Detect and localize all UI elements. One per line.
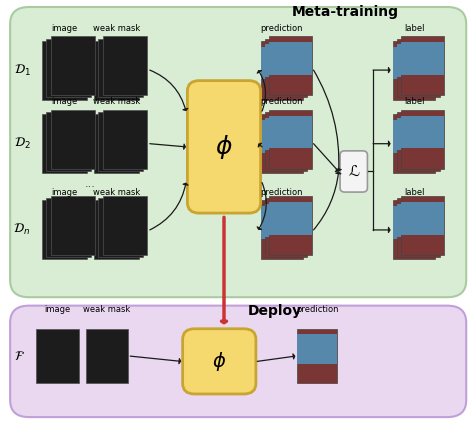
Text: $\mathcal{D}_{1}$: $\mathcal{D}_{1}$ [14,62,30,78]
Text: weak mask: weak mask [93,24,140,32]
Text: label: label [404,24,425,32]
Bar [261,114,303,173]
Text: weak mask: weak mask [83,306,131,314]
Bar [393,41,436,100]
Bar [401,36,444,95]
Bar [86,329,128,384]
Text: ϕ: ϕ [213,352,226,371]
Text: ℒ: ℒ [348,164,359,179]
Bar [46,38,91,97]
Bar [94,114,139,173]
Text: Meta-training: Meta-training [292,5,399,19]
FancyBboxPatch shape [10,7,466,297]
Bar [265,204,308,237]
Bar [397,198,440,257]
Bar [42,114,87,173]
Bar [393,206,436,239]
Bar [51,36,95,95]
Bar [265,118,308,150]
Text: weak mask: weak mask [93,187,140,197]
Text: $\mathcal{D}_{n}$: $\mathcal{D}_{n}$ [13,222,30,238]
Bar [46,198,91,257]
Bar [265,44,308,77]
FancyBboxPatch shape [187,81,261,213]
Text: image: image [51,97,78,106]
Bar [297,329,337,384]
Bar [36,329,79,384]
Text: $\mathcal{D}_{2}$: $\mathcal{D}_{2}$ [14,136,30,151]
Bar [269,196,312,255]
Bar [397,44,440,77]
Bar [397,118,440,150]
Bar [401,110,444,169]
Bar [397,112,440,171]
Bar [102,110,147,169]
Bar [94,41,139,100]
FancyBboxPatch shape [340,151,367,192]
Bar [102,196,147,255]
Text: image: image [44,306,71,314]
Bar [261,46,303,79]
Bar [261,41,303,100]
Bar [269,110,312,169]
Bar [265,38,308,97]
Text: label: label [404,187,425,197]
Text: image: image [51,187,78,197]
Text: label: label [404,97,425,106]
Bar [269,116,312,148]
Bar [261,120,303,152]
Bar [98,112,143,171]
Bar [401,116,444,148]
Bar [393,46,436,79]
Text: weak mask: weak mask [93,97,140,106]
Bar [51,196,95,255]
Bar [102,36,147,95]
Bar [98,38,143,97]
Text: image: image [51,24,78,32]
Bar [269,42,312,75]
Bar [269,202,312,235]
Bar [393,120,436,152]
Bar [42,41,87,100]
Bar [46,112,91,171]
FancyBboxPatch shape [182,329,256,394]
Bar [94,200,139,260]
Bar [51,110,95,169]
Text: Deploy: Deploy [248,304,302,318]
Bar [401,42,444,75]
Bar [397,38,440,97]
Bar [397,204,440,237]
Text: prediction: prediction [261,97,303,106]
FancyBboxPatch shape [10,306,466,417]
Text: prediction: prediction [261,187,303,197]
Bar [393,114,436,173]
Bar [265,112,308,171]
Text: prediction: prediction [296,306,338,314]
Bar [297,334,337,364]
Text: $\mathcal{F}$: $\mathcal{F}$ [14,349,25,362]
Bar [401,196,444,255]
Bar [261,206,303,239]
Bar [393,200,436,260]
Text: ···: ··· [85,181,96,192]
Bar [98,198,143,257]
Bar [269,36,312,95]
Bar [265,198,308,257]
Text: ϕ: ϕ [216,135,232,159]
Bar [261,200,303,260]
Bar [42,200,87,260]
Bar [401,202,444,235]
Text: prediction: prediction [261,24,303,32]
